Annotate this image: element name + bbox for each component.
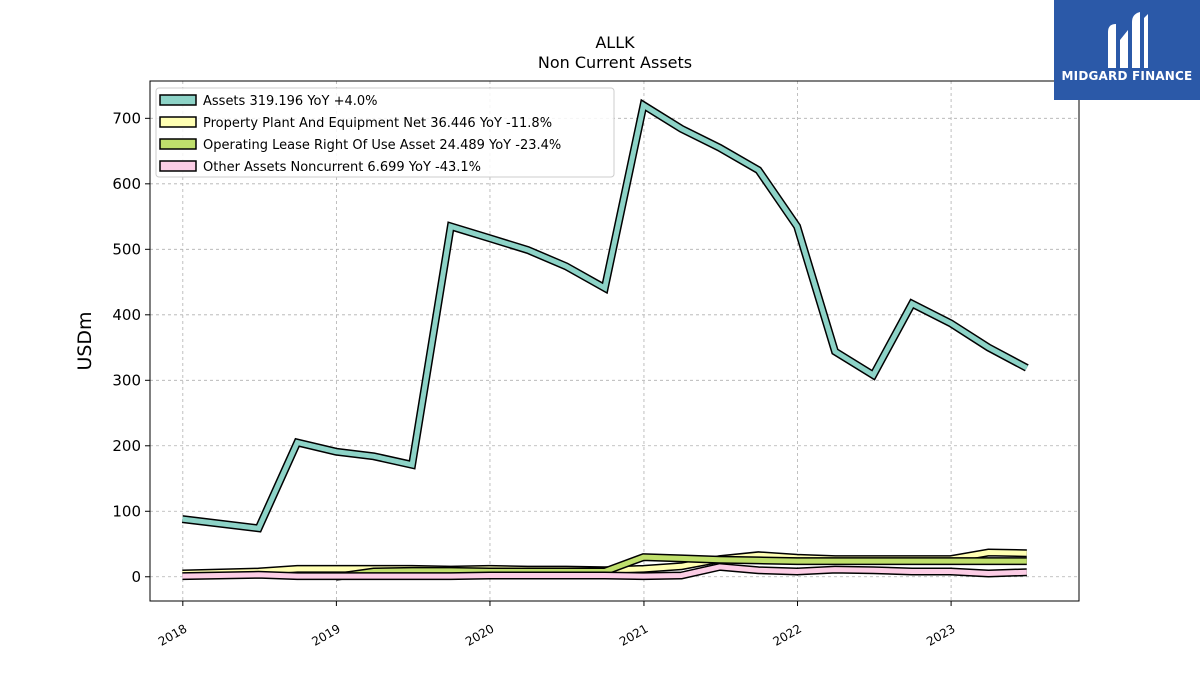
logo-mark-icon — [1108, 12, 1148, 68]
y-tick-label: 0 — [131, 568, 141, 586]
x-tick-label: 2019 — [309, 621, 342, 648]
y-axis-label: USDm — [74, 311, 96, 370]
ticks-layer: 0 100 200 300 400 500 600 700 2018 2019 2020 2021 20… — [112, 109, 957, 649]
x-tick-label: 2022 — [771, 621, 804, 648]
legend-swatch — [159, 138, 197, 150]
chart-subtitle: Non Current Assets — [538, 53, 692, 72]
series-0 — [181, 98, 1029, 533]
series-line — [335, 554, 1027, 580]
y-tick-label: 500 — [112, 240, 141, 258]
legend-box — [155, 87, 615, 178]
x-tick-label: 2020 — [463, 621, 496, 648]
series-3 — [182, 562, 1027, 581]
legend-entry: Property Plant And Equipment Net 36.446 … — [203, 116, 552, 131]
legend: Assets 319.196 YoY +4.0% Property Plant A… — [155, 87, 615, 178]
legend-swatch — [159, 94, 197, 106]
x-tick-label: 2023 — [924, 621, 957, 648]
series-2 — [335, 553, 1027, 581]
legend-swatch — [159, 160, 197, 172]
legend-entry: Operating Lease Right Of Use Asset 24.48… — [203, 138, 561, 153]
x-tick-label: 2021 — [617, 621, 650, 648]
midgard-finance-logo: MIDGARD FINANCE — [1054, 0, 1200, 100]
plot-frame — [149, 80, 1080, 602]
logo-text: MIDGARD FINANCE — [1061, 69, 1193, 83]
chart-title: ALLK — [595, 33, 635, 52]
y-tick-label: 200 — [112, 437, 141, 455]
legend-entry: Other Assets Noncurrent 6.699 YoY -43.1% — [203, 160, 481, 175]
legend-entry: Assets 319.196 YoY +4.0% — [203, 94, 378, 109]
y-tick-label: 700 — [112, 109, 141, 127]
y-tick-label: 100 — [112, 502, 141, 520]
y-tick-label: 600 — [112, 175, 141, 193]
legend-swatch — [159, 116, 197, 128]
x-tick-label: 2018 — [156, 621, 189, 648]
series-line — [182, 101, 1028, 532]
y-tick-label: 300 — [112, 371, 141, 389]
series-line — [182, 564, 1027, 579]
series-layer — [181, 98, 1029, 581]
y-tick-label: 400 — [112, 306, 141, 324]
